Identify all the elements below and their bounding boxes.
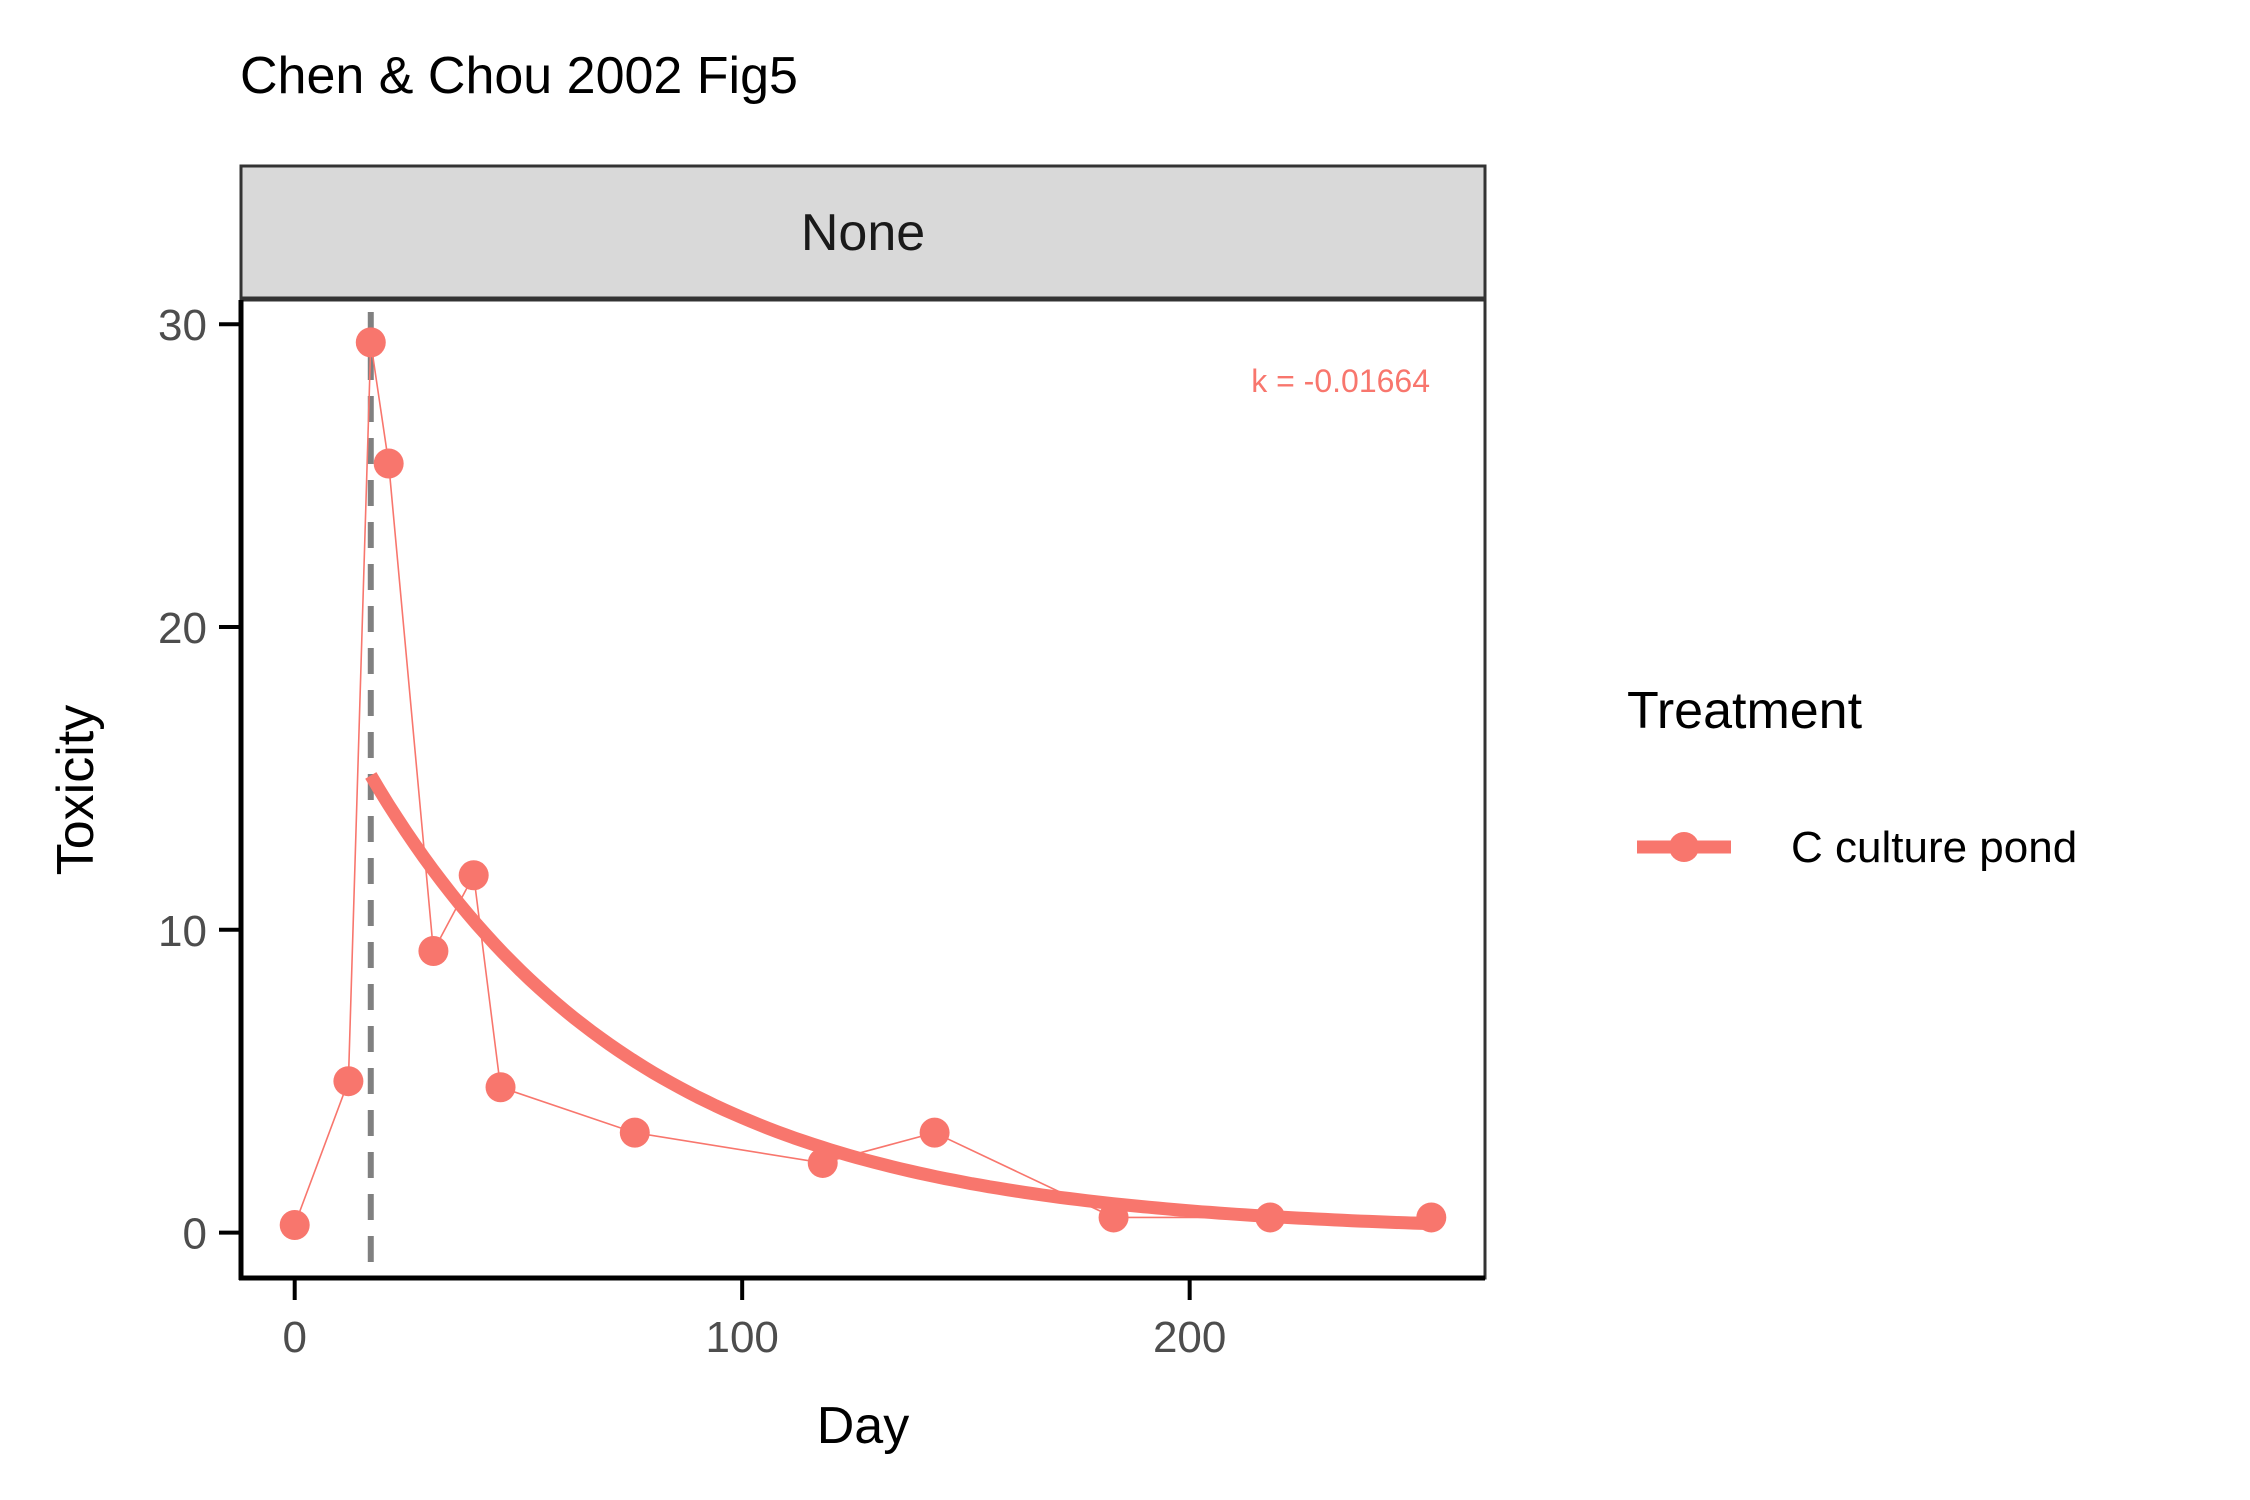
data-point [373, 448, 404, 479]
facet-label: None [801, 204, 925, 262]
legend-label: C culture pond [1791, 823, 2077, 872]
data-point [919, 1117, 950, 1148]
legend-title: Treatment [1627, 682, 1863, 740]
x-tick-label: 200 [1153, 1313, 1226, 1362]
x-tick-label: 0 [282, 1313, 306, 1362]
data-point [418, 935, 449, 966]
y-tick-label: 0 [183, 1210, 207, 1259]
data-point [485, 1072, 516, 1103]
chart-title: Chen & Chou 2002 Fig5 [240, 47, 798, 105]
data-point [355, 327, 386, 358]
plot-marks: k = -0.01664 [279, 312, 1447, 1278]
y-tick-label: 30 [158, 301, 207, 350]
x-tick-label: 100 [705, 1313, 778, 1362]
y-tick-label: 10 [158, 907, 207, 956]
y-axis-title: Toxicity [47, 705, 105, 875]
plot-panel [239, 298, 1487, 1280]
fit-curve [365, 772, 1432, 1231]
facet-strip [239, 164, 1487, 300]
x-axis-title: Day [817, 1397, 909, 1455]
data-point [333, 1066, 364, 1097]
data-point [279, 1210, 310, 1241]
axes: 0 10 20 30 0 100 200 [158, 300, 1485, 1362]
data-point [1416, 1202, 1447, 1233]
data-point [807, 1147, 838, 1178]
legend-key-point [1669, 832, 1699, 862]
fit-annotation: k = -0.01664 [1251, 363, 1430, 399]
y-tick-label: 20 [158, 604, 207, 653]
legend: C culture pond [1637, 823, 2077, 872]
data-point [619, 1117, 650, 1148]
data-point [1098, 1202, 1129, 1233]
data-point [458, 860, 489, 891]
data-point [1255, 1202, 1286, 1233]
